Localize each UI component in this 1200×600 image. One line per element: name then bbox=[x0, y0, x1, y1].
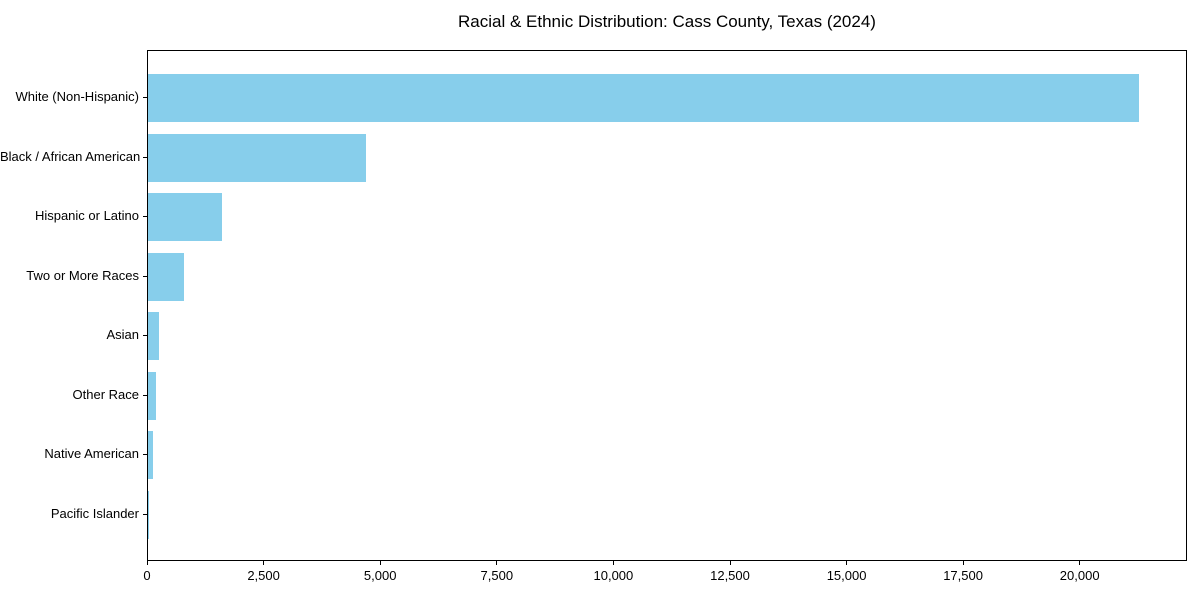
x-axis-tick-label: 0 bbox=[143, 568, 151, 583]
bar-pacific-islander bbox=[148, 491, 149, 539]
x-axis-tick bbox=[1079, 561, 1081, 565]
y-axis-tick bbox=[143, 97, 147, 98]
bar-native-american bbox=[148, 431, 154, 480]
x-axis-tick bbox=[146, 561, 148, 565]
y-axis-tick bbox=[143, 275, 147, 277]
y-axis-tick bbox=[143, 335, 147, 337]
x-axis-tick bbox=[496, 561, 498, 565]
x-axis-tick bbox=[846, 561, 848, 565]
x-axis-tick bbox=[379, 561, 381, 565]
y-axis-tick bbox=[143, 216, 147, 218]
y-axis-category-label: White (Non-Hispanic) bbox=[15, 89, 139, 104]
y-axis-category-label: Asian bbox=[106, 327, 139, 343]
y-axis-tick bbox=[143, 394, 147, 396]
x-axis-tick-label: 5,000 bbox=[363, 568, 397, 583]
chart-title: Racial & Ethnic Distribution: Cass Count… bbox=[458, 12, 876, 31]
x-axis-tick-label: 20,000 bbox=[1059, 568, 1100, 583]
x-axis-tick bbox=[729, 561, 731, 565]
y-axis-category-label: Black / African American bbox=[0, 148, 141, 164]
y-axis-category-label: Hispanic or Latino bbox=[34, 208, 139, 224]
x-axis-tick bbox=[263, 561, 265, 565]
plot-area bbox=[147, 50, 1187, 561]
y-axis-category-label: Two or More Races bbox=[26, 267, 139, 283]
y-axis-category-label: Native American bbox=[44, 446, 139, 462]
x-axis-tick-label: 2,500 bbox=[247, 568, 280, 583]
x-axis-tick-label: 15,000 bbox=[826, 568, 867, 583]
bar-other-race bbox=[148, 371, 157, 420]
bar-two-or-more-races bbox=[148, 252, 185, 301]
y-axis-category-label: Other Race bbox=[72, 386, 139, 402]
x-axis-tick-label: 10,000 bbox=[593, 568, 634, 583]
x-axis-tick bbox=[612, 561, 614, 565]
bar-hispanic-or-latino bbox=[148, 193, 222, 242]
bar-asian bbox=[148, 312, 159, 361]
bar-white-non-hispanic bbox=[148, 74, 1140, 122]
x-axis-tick-label: 12,500 bbox=[710, 568, 750, 583]
y-axis-category-label: Pacific Islander bbox=[50, 506, 139, 521]
x-axis-tick-label: 17,500 bbox=[943, 568, 983, 583]
y-axis-tick bbox=[143, 454, 147, 456]
y-axis-tick bbox=[143, 156, 147, 158]
x-axis-tick-label: 7,500 bbox=[480, 568, 514, 583]
y-axis-tick bbox=[143, 514, 147, 515]
x-axis-tick bbox=[962, 561, 964, 565]
bar-black-african-american bbox=[148, 133, 367, 182]
